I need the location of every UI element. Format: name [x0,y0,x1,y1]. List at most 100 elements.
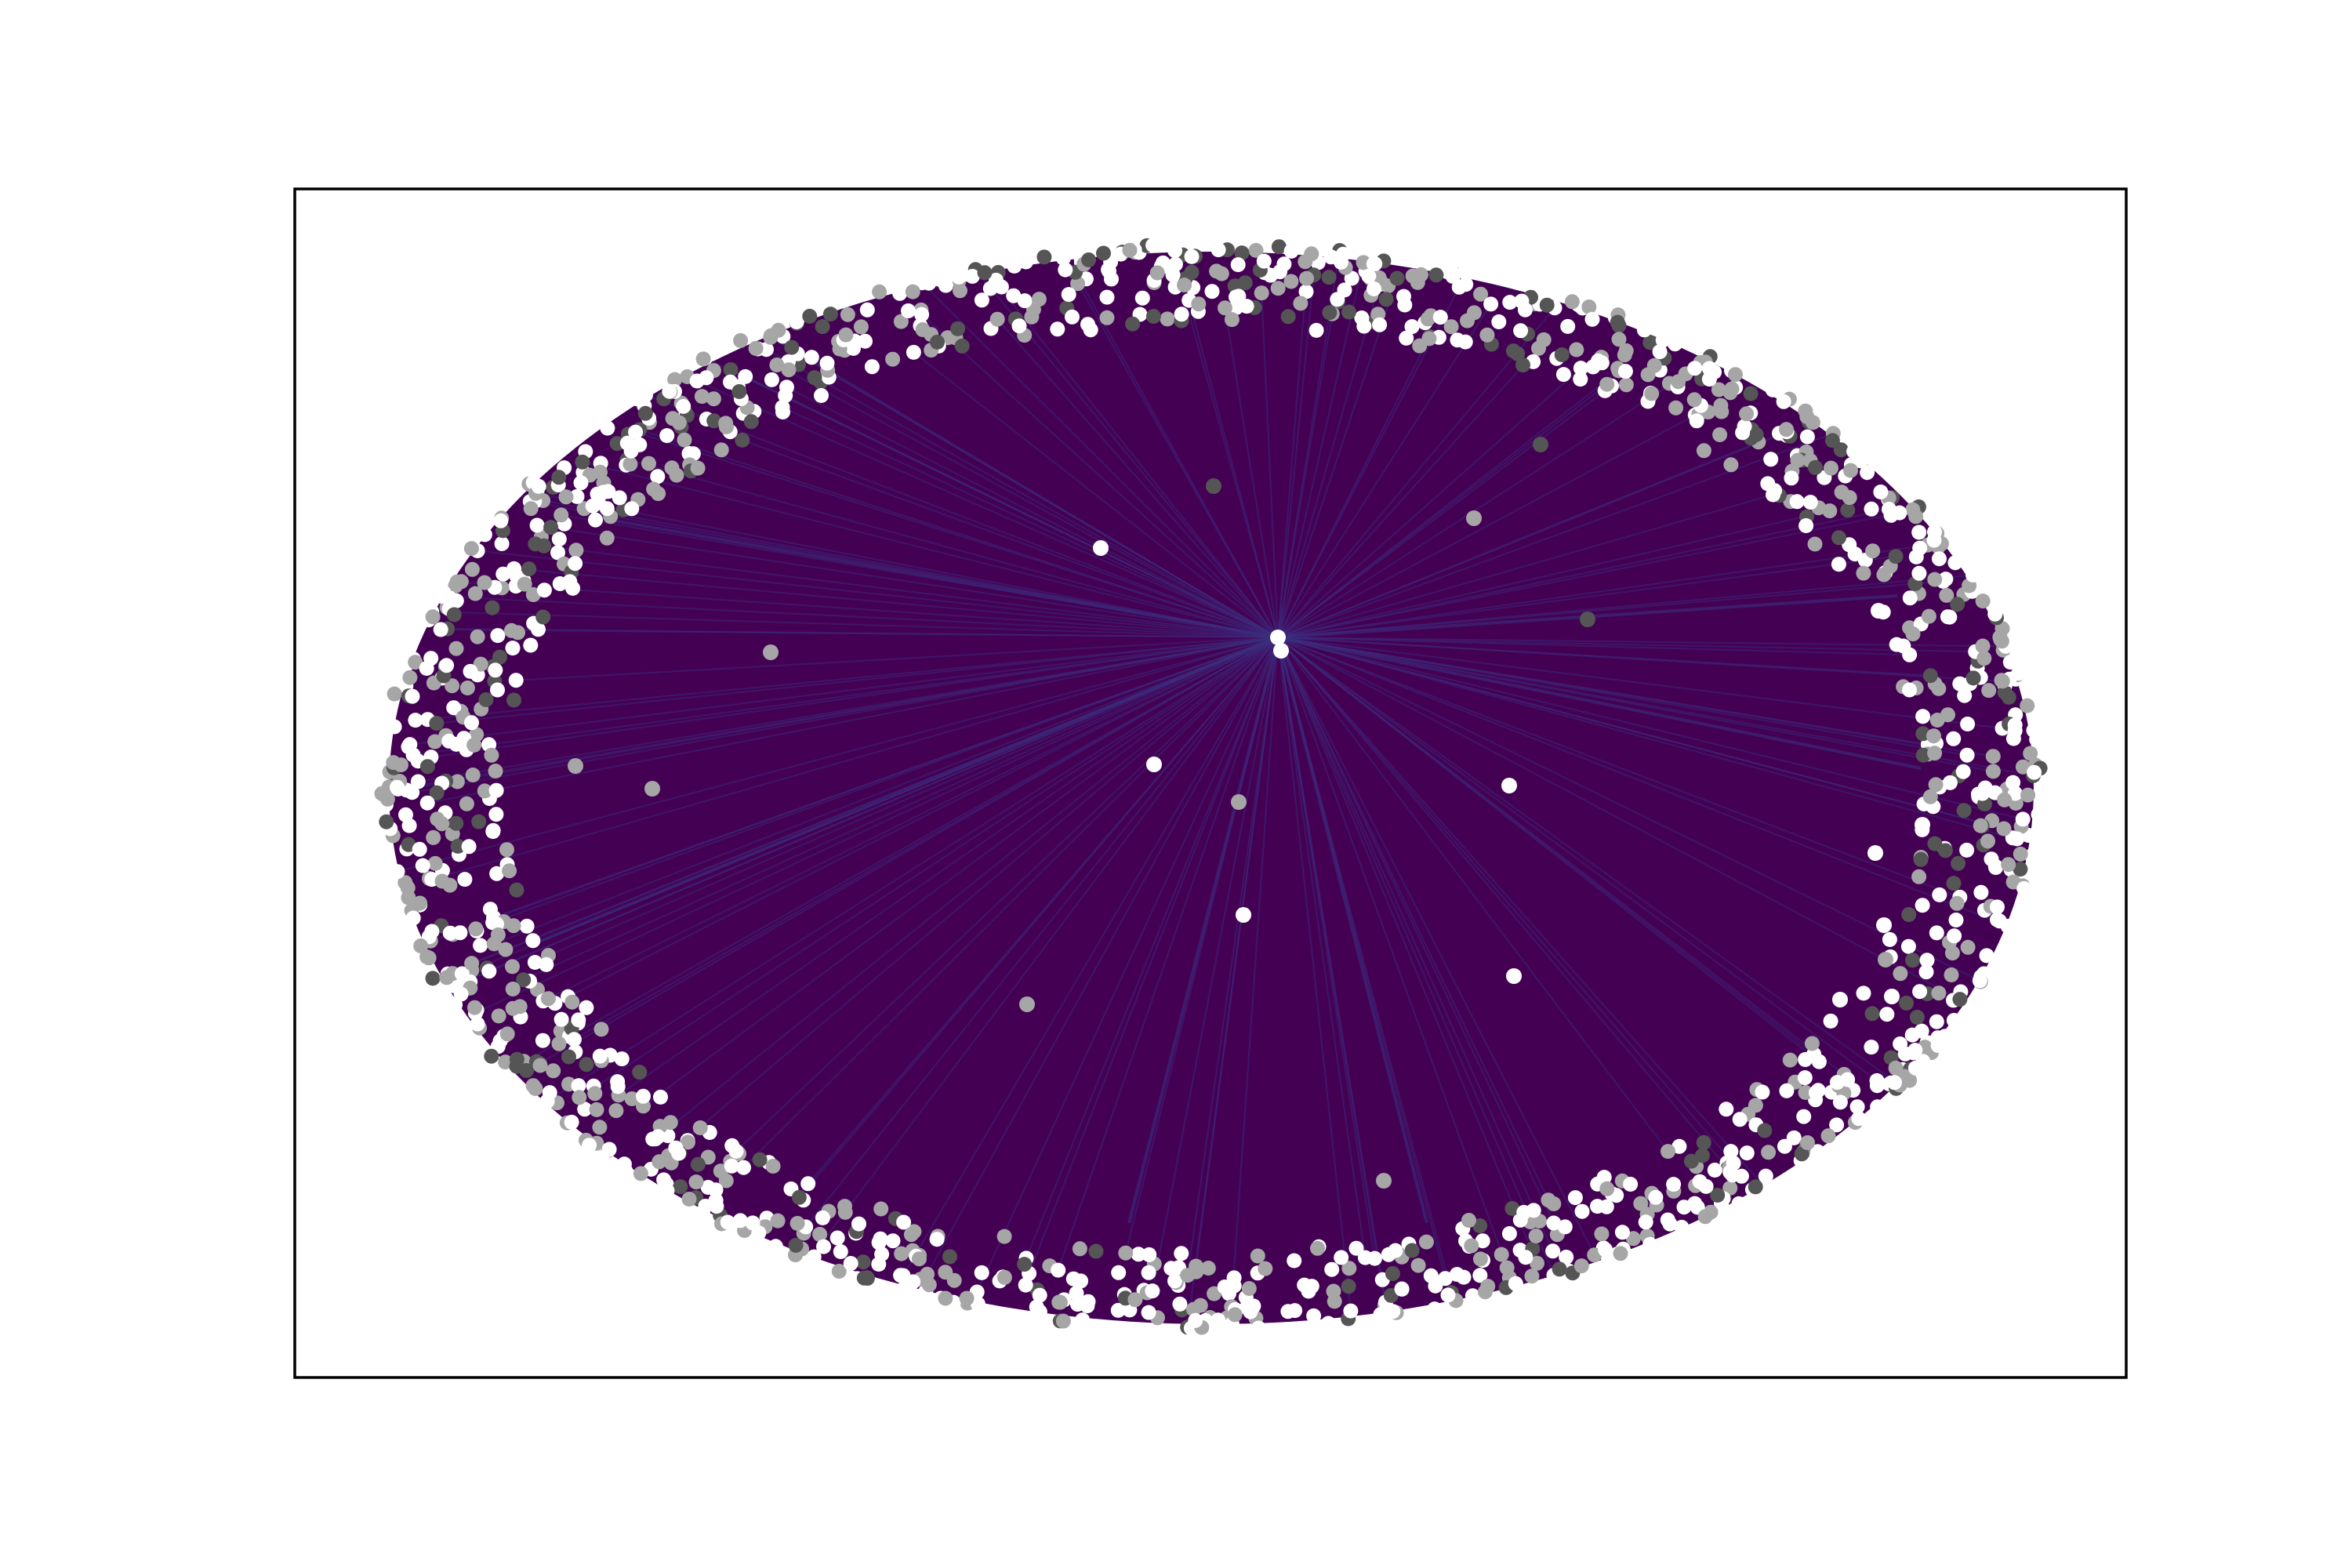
ring-node [535,609,551,625]
ring-node [1918,964,1934,980]
ring-node [498,942,514,957]
ring-node [387,686,402,702]
ring-node [1184,249,1200,264]
graph-edge [808,637,1279,1260]
ring-node [1798,518,1814,533]
ring-node [572,1090,587,1105]
ring-node [1557,1219,1573,1235]
graph-edge [579,637,1279,1098]
ring-node [1948,913,1964,927]
ring-node [1719,1102,1734,1117]
ring-node [1927,746,1943,761]
ring-node [1397,297,1413,313]
ring-node [1944,946,1960,961]
ring-node [1735,425,1751,441]
ring-node [1080,1298,1095,1314]
ring-node [1394,1281,1410,1297]
ring-node [427,734,443,750]
ring-node [421,950,437,966]
ring-node [1361,268,1377,284]
ring-node [788,1237,804,1253]
interior-node-n6 [763,644,779,660]
graph-edge [730,368,1279,638]
graph-edge [1277,637,1729,1169]
ring-node [1465,1288,1480,1304]
interior-node-n12 [1236,907,1251,923]
ring-node [1287,1253,1302,1269]
ring-node [905,284,920,299]
ring-node [1174,307,1189,322]
ring-node [1873,485,1889,499]
ring-node [1599,376,1615,392]
ring-node [565,580,581,596]
ring-node [632,437,648,452]
ring-node [506,918,521,934]
ring-node [1674,1219,1690,1235]
ring-node [1599,1199,1614,1214]
ring-node [523,501,539,517]
ring-node [1539,297,1555,313]
ring-node [838,327,854,343]
ring-node [804,350,819,365]
ring-node [1921,608,1936,624]
ring-node [1167,243,1183,259]
ring-node [1412,338,1428,354]
ring-node [1280,309,1296,325]
ring-node [1515,358,1530,373]
ring-node [769,358,785,372]
ring-node [1912,984,1928,1000]
ring-node [1081,252,1097,267]
ring-node [2002,655,2018,670]
ring-node [738,368,753,384]
ring-node [612,490,627,506]
ring-node [1214,266,1229,281]
ring-node [1876,567,1892,583]
ring-node [1192,1298,1208,1313]
ring-node [405,910,421,926]
graph-edge [1277,637,1845,1076]
graph-edge [1277,336,1431,638]
ring-node [1472,1251,1488,1267]
ring-node [695,351,711,367]
hub-node-hub-a [1270,630,1286,645]
ring-node [1058,262,1073,278]
graph-edge [1277,637,1555,1224]
ring-node [1804,1036,1820,1051]
ring-node [1271,239,1287,255]
ring-node [470,629,485,644]
graph-edge [705,357,1279,638]
ring-node [1385,1304,1401,1319]
ring-node [1248,242,1264,258]
interior-node-n4 [1533,437,1548,452]
interior-node-n18 [1867,845,1883,861]
ring-node [1427,1301,1443,1317]
ring-node [873,1201,889,1217]
ring-node [1689,413,1704,429]
graph-edge [1277,637,1352,1312]
interior-node-n5 [1580,612,1595,627]
graph-edge [1277,385,1613,638]
ring-node [413,938,429,953]
ring-node [1668,336,1682,352]
ring-node [728,1143,744,1159]
ring-node [601,484,616,499]
ring-node [802,308,818,324]
ring-node [464,715,479,731]
ring-node [624,501,640,517]
ring-node [1909,1010,1925,1025]
ring-node [433,622,448,637]
axes-frame [293,187,2128,1379]
graph-edge [1277,555,1896,638]
graph-edge [548,637,1279,956]
ring-node [1973,818,1988,833]
ring-node [506,692,521,708]
ring-node [1798,1085,1813,1100]
ring-node [1513,323,1529,339]
ring-node [1204,284,1220,299]
ring-node [1965,670,1981,686]
ring-node [789,1215,805,1231]
ring-node [1581,299,1597,314]
ring-node [575,454,590,470]
ring-node [1888,1060,1904,1076]
ring-node [379,791,395,807]
